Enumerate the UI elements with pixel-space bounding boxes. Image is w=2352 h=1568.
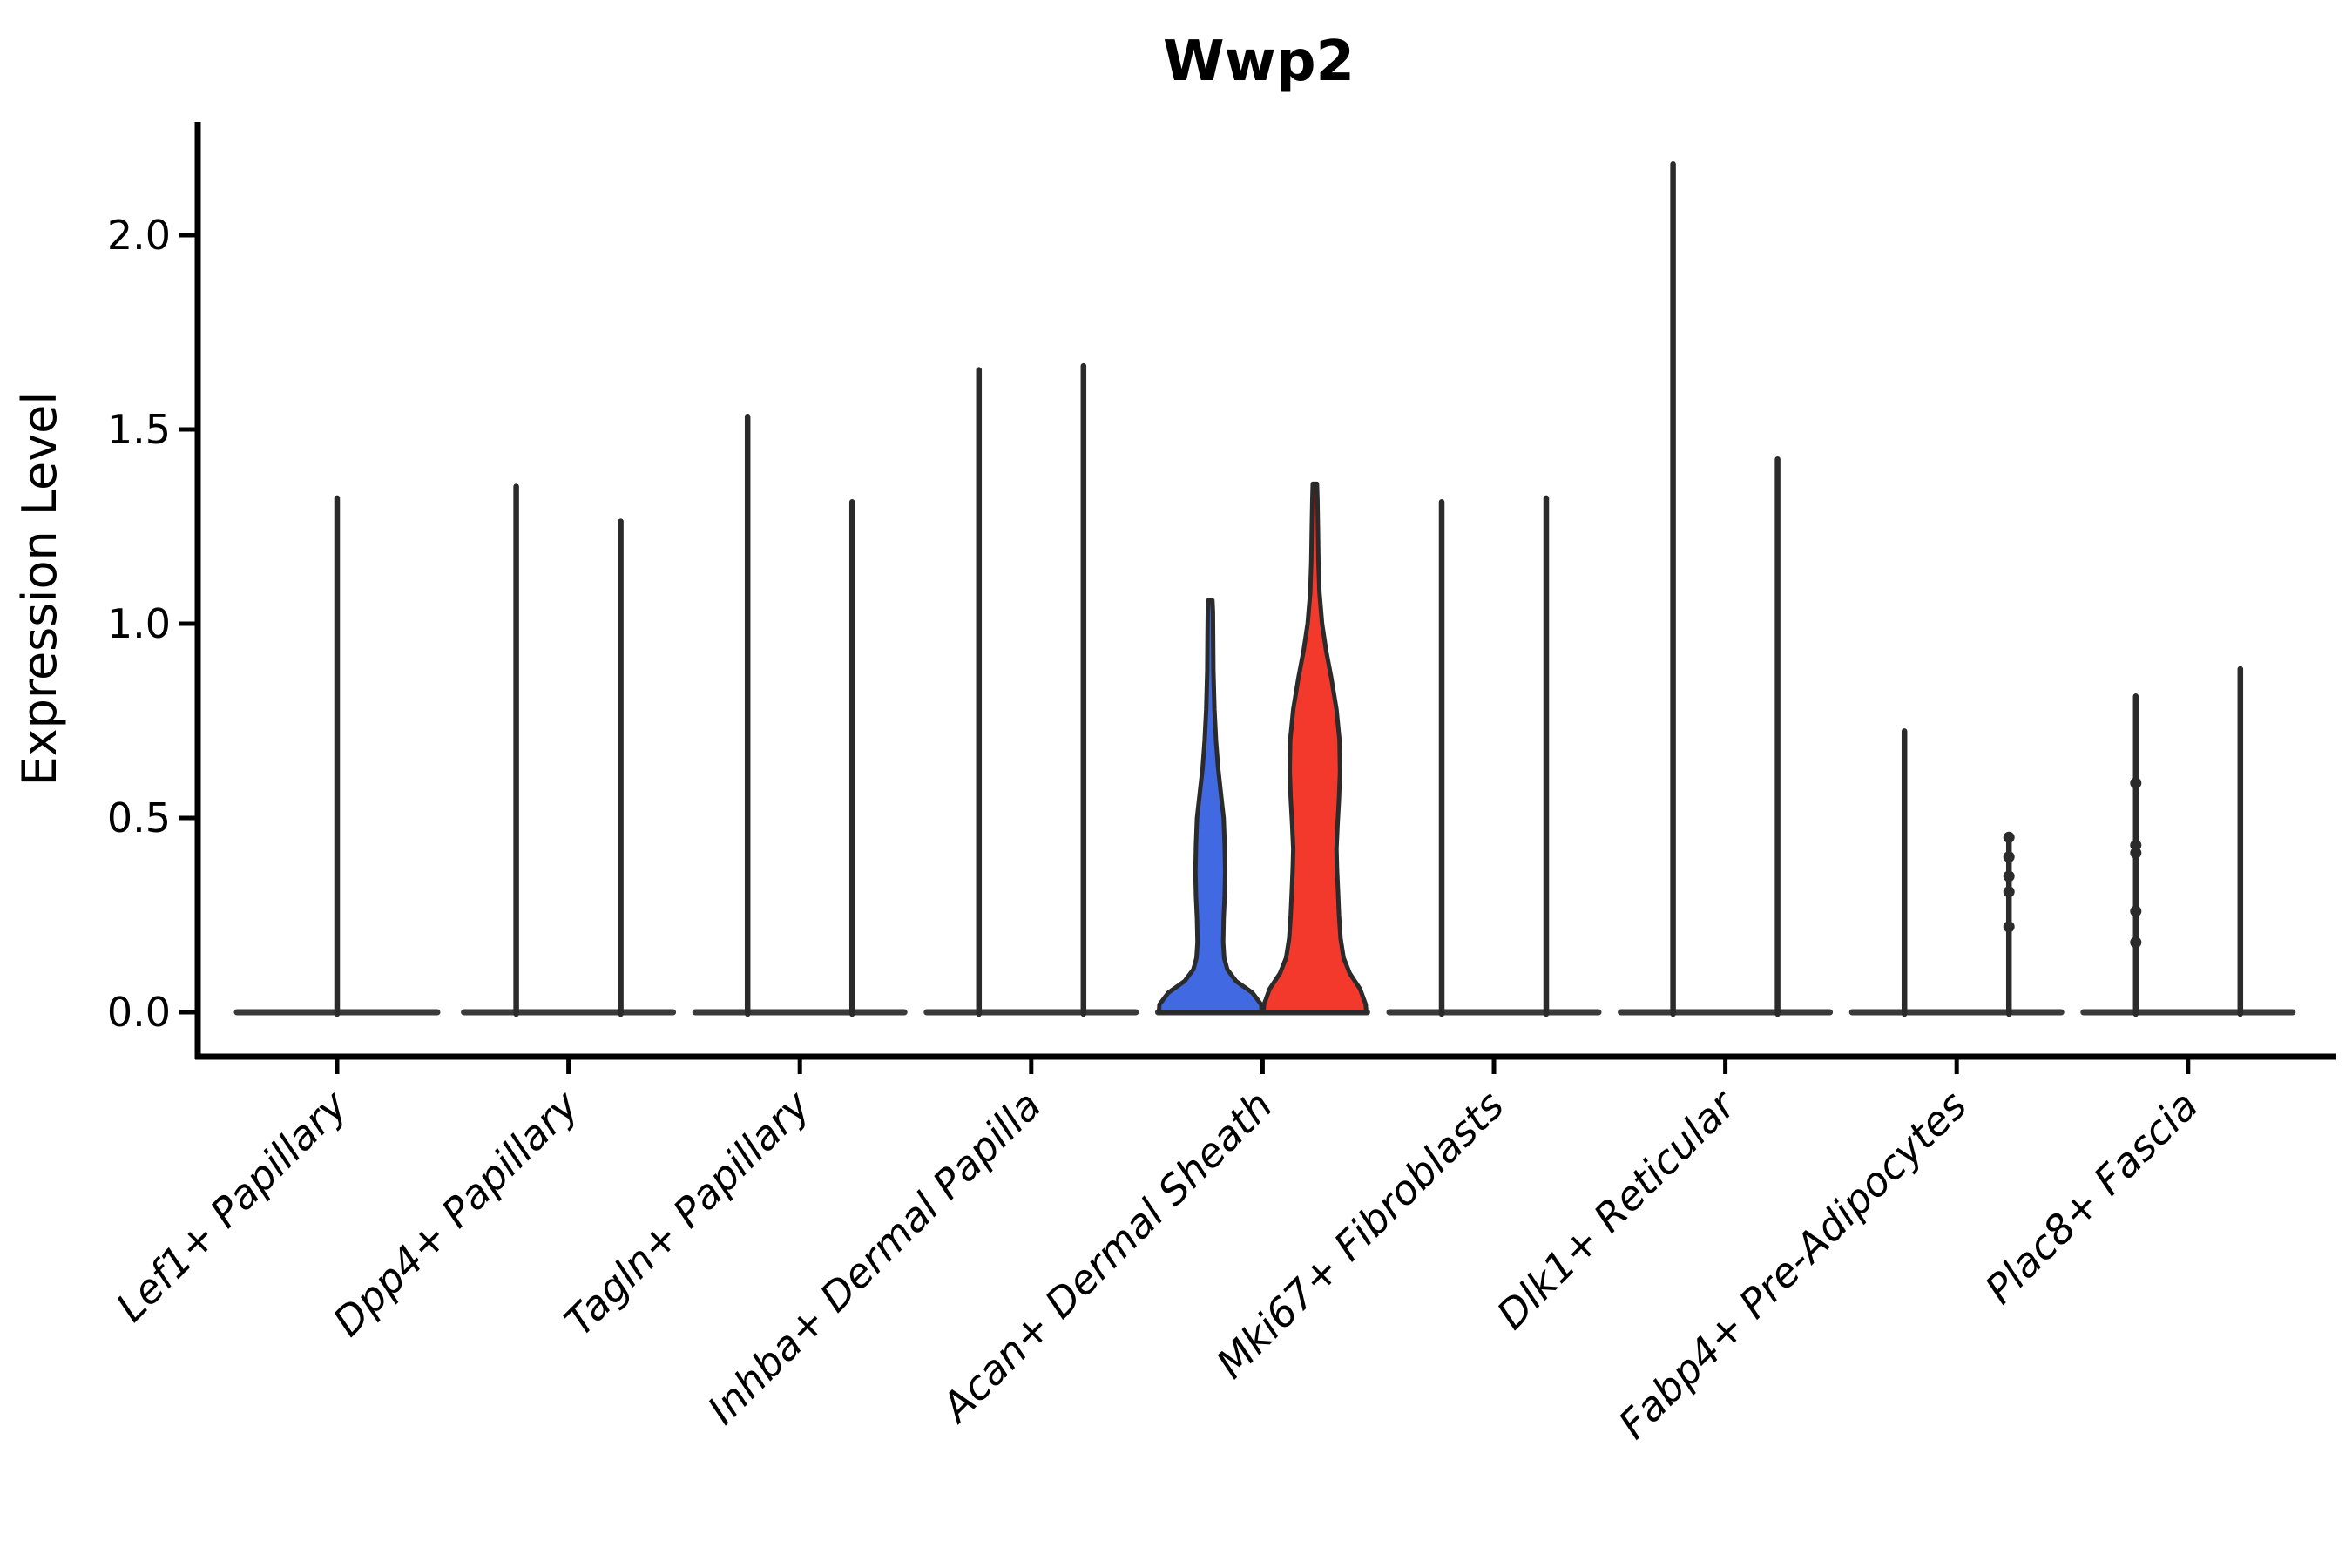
x-tick-label: Plac8+ Fascia [1976,1082,2207,1313]
x-tick-label: Tagln+ Papillary [556,1081,820,1345]
y-tick-label: 2.0 [107,212,171,259]
expression-dot [2003,831,2015,843]
y-axis-label: Expression Level [12,392,67,787]
expression-dot [2130,905,2142,917]
y-tick-label: 1.5 [107,406,171,453]
expression-dot [2130,847,2142,859]
y-tick-label: 1.0 [107,600,171,647]
y-tick-label: 0.5 [107,794,171,841]
expression-dot [2130,839,2142,851]
x-tick-label: Dpp4+ Papillary [324,1081,588,1345]
expression-dot [2130,936,2142,949]
y-tick-label: 0.0 [107,989,171,1036]
x-tick-label: Lef1+ Papillary [107,1081,356,1330]
expression-dot [2003,870,2015,882]
expression-dot [2130,777,2142,789]
violin-condition_a [1156,598,1264,1015]
expression-dot [2003,921,2015,933]
expression-dot [2003,886,2015,898]
expression-dot [2003,851,2015,863]
violin-condition_b [1260,481,1369,1015]
x-tick-label: Dlk1+ Reticular [1488,1079,1747,1338]
plot-title: Wwp2 [1163,30,1355,94]
